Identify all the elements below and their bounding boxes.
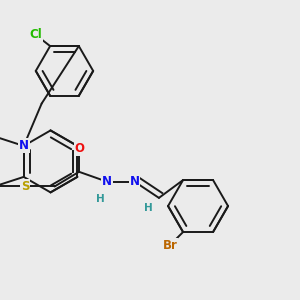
- Text: O: O: [75, 142, 85, 155]
- Text: Br: Br: [163, 238, 178, 252]
- Text: N: N: [130, 175, 140, 188]
- Text: Cl: Cl: [29, 28, 42, 41]
- Text: N: N: [102, 175, 112, 188]
- Text: H: H: [96, 194, 105, 203]
- Text: H: H: [144, 203, 153, 213]
- Text: N: N: [19, 140, 29, 152]
- Text: S: S: [21, 180, 29, 193]
